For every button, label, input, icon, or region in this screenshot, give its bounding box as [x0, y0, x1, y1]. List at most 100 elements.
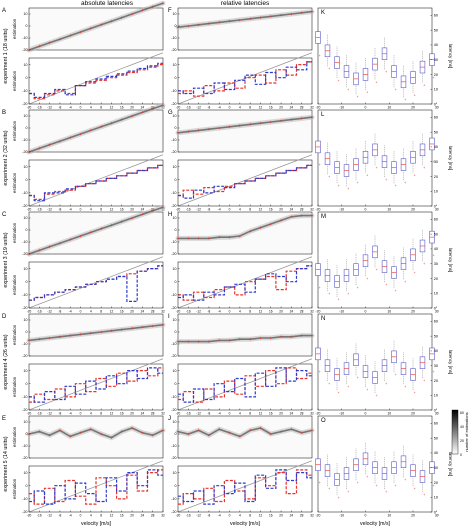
y-tick-label-D: 0 [26, 382, 28, 386]
latency-outlier-N: + [328, 382, 330, 386]
x-tick-label-B: -4 [69, 207, 72, 211]
latency-outlier-K: + [395, 88, 397, 92]
heatmap-estimate-point-B: + [162, 103, 165, 109]
heatmap-ridge-H [177, 214, 313, 240]
heatmap-estimate-point-J: + [177, 429, 180, 435]
x-tick-label-E: 0 [80, 513, 82, 517]
panel-letter-F: F [168, 8, 172, 14]
x-tick-label-F: 24 [290, 105, 294, 109]
y-tick-label-H: 0 [175, 228, 177, 232]
x-tick-label-I: 12 [259, 411, 263, 415]
heatmap-estimate-point-A: + [131, 12, 134, 18]
x-tick-label-A: 16 [120, 105, 124, 109]
y-tick-label-F: -20 [171, 102, 176, 106]
heatmap-estimate-point-C: + [48, 245, 51, 251]
heatmap-estimate-point-D: + [110, 329, 113, 335]
x-tick-label-C: -8 [59, 309, 62, 313]
lat-tick-label-M: 20 [434, 277, 438, 281]
x-tick-label-C: 8 [100, 309, 102, 313]
lat-x-tick-label-N: 30 [435, 411, 439, 415]
heatmap-estimate-point-F: + [259, 15, 262, 21]
heatmap-estimate-point-G: + [197, 128, 200, 134]
lat-tick-label-N: 0 [434, 408, 436, 412]
latency-outlier-O: + [395, 484, 397, 488]
x-tick-label-H: 28 [300, 309, 304, 313]
x-tick-label-B: 20 [130, 207, 134, 211]
y-tick-label-C: 0 [26, 228, 28, 232]
heatmap-estimate-point-E: + [131, 426, 134, 432]
heatmap-estimate-point-G: + [259, 121, 262, 127]
latency-axis-label-L: latency [ms] [448, 146, 453, 171]
y-tick-label-G: -10 [171, 138, 176, 142]
latency-outlier-L: + [338, 184, 340, 188]
x-tick-label-A: -16 [37, 105, 42, 109]
lat-x-tick-label-K: 0 [365, 105, 367, 109]
latency-outlier-O: + [404, 478, 406, 482]
y-tick-label-C: -10 [22, 293, 27, 297]
x-tick-label-I: 4 [239, 411, 241, 415]
x-tick-label-I: 20 [279, 411, 283, 415]
y-tick-label-C: -20 [22, 252, 27, 256]
heatmap-estimate-point-E: + [162, 428, 165, 434]
x-tick-label-E: -12 [47, 513, 52, 517]
y-tick-label-H: 10 [173, 216, 177, 220]
x-tick-label-D: 4 [90, 411, 92, 415]
heatmap-estimate-point-I: + [259, 336, 262, 342]
estimation-axis-label-D: estimation [12, 376, 17, 397]
heatmap-estimate-point-B: + [131, 114, 134, 120]
panel-letter-B: B [2, 110, 6, 116]
heatmap-estimate-point-B: + [100, 125, 103, 131]
x-tick-label-C: -4 [69, 309, 72, 313]
heatmap-estimate-point-D: + [69, 333, 72, 339]
latency-outlier-M: + [319, 286, 321, 290]
x-tick-label-H: 4 [239, 309, 241, 313]
estimate-step-line-B-2 [29, 164, 163, 202]
heatmap-estimate-point-G: + [218, 126, 221, 132]
x-tick-label-F: -16 [186, 105, 191, 109]
heatmap-estimate-point-D: + [162, 323, 165, 329]
heatmap-estimate-point-C: + [120, 219, 123, 225]
heatmap-estimate-point-G: + [249, 122, 252, 128]
latency-outlier-K: + [328, 67, 330, 71]
lat-tick-label-M: 10 [434, 292, 438, 296]
heatmap-estimate-point-C: + [110, 223, 113, 229]
heatmap-estimate-point-E: + [69, 434, 72, 440]
y-tick-label-B: -20 [22, 204, 27, 208]
heatmap-estimate-point-I: + [280, 335, 283, 341]
y-tick-label-G: 10 [173, 165, 177, 169]
x-tick-label-G: 4 [239, 207, 241, 211]
y-tick-label-D: -10 [22, 342, 27, 346]
x-tick-label-J: 12 [259, 513, 263, 517]
x-tick-label-C: 28 [151, 309, 155, 313]
lat-tick-label-N: 20 [434, 379, 438, 383]
heatmap-estimate-point-H: + [177, 236, 180, 242]
latency-outlier-N: + [376, 394, 378, 398]
latency-outlier-N: + [347, 385, 349, 389]
heatmap-estimate-point-A: + [141, 8, 144, 14]
x-tick-label-J: 4 [239, 513, 241, 517]
x-tick-label-D: 8 [100, 411, 102, 415]
heatmap-estimate-point-B: + [28, 150, 31, 156]
identity-line-G [177, 154, 313, 207]
panel-letter-C: C [2, 212, 7, 218]
y-tick-label-I: 0 [175, 382, 177, 386]
y-tick-label-E: -20 [22, 510, 27, 514]
x-tick-label-J: -16 [186, 513, 191, 517]
lat-tick-label-K: 50 [434, 28, 438, 32]
latency-outlier-N: + [385, 382, 387, 386]
y-tick-label-A: -10 [22, 89, 27, 93]
heatmap-estimate-point-H: + [280, 218, 283, 224]
x-tick-label-D: 28 [151, 411, 155, 415]
estimate-step-line-F-2 [178, 61, 312, 95]
y-tick-label-A: -20 [22, 102, 27, 106]
x-tick-label-G: -4 [218, 207, 221, 211]
heatmap-estimate-point-A: + [48, 41, 51, 47]
x-tick-label-B: 8 [100, 207, 102, 211]
lat-tick-label-L: 60 [434, 116, 438, 120]
y-tick-label-G: -10 [171, 191, 176, 195]
x-axis-label-velocity-abs: velocity [m/s] [81, 521, 112, 527]
heatmap-estimate-point-I: + [187, 339, 190, 345]
latency-outlier-M: + [347, 292, 349, 296]
heatmap-estimate-point-J: + [280, 429, 283, 435]
latency-outlier-K: + [414, 94, 416, 98]
